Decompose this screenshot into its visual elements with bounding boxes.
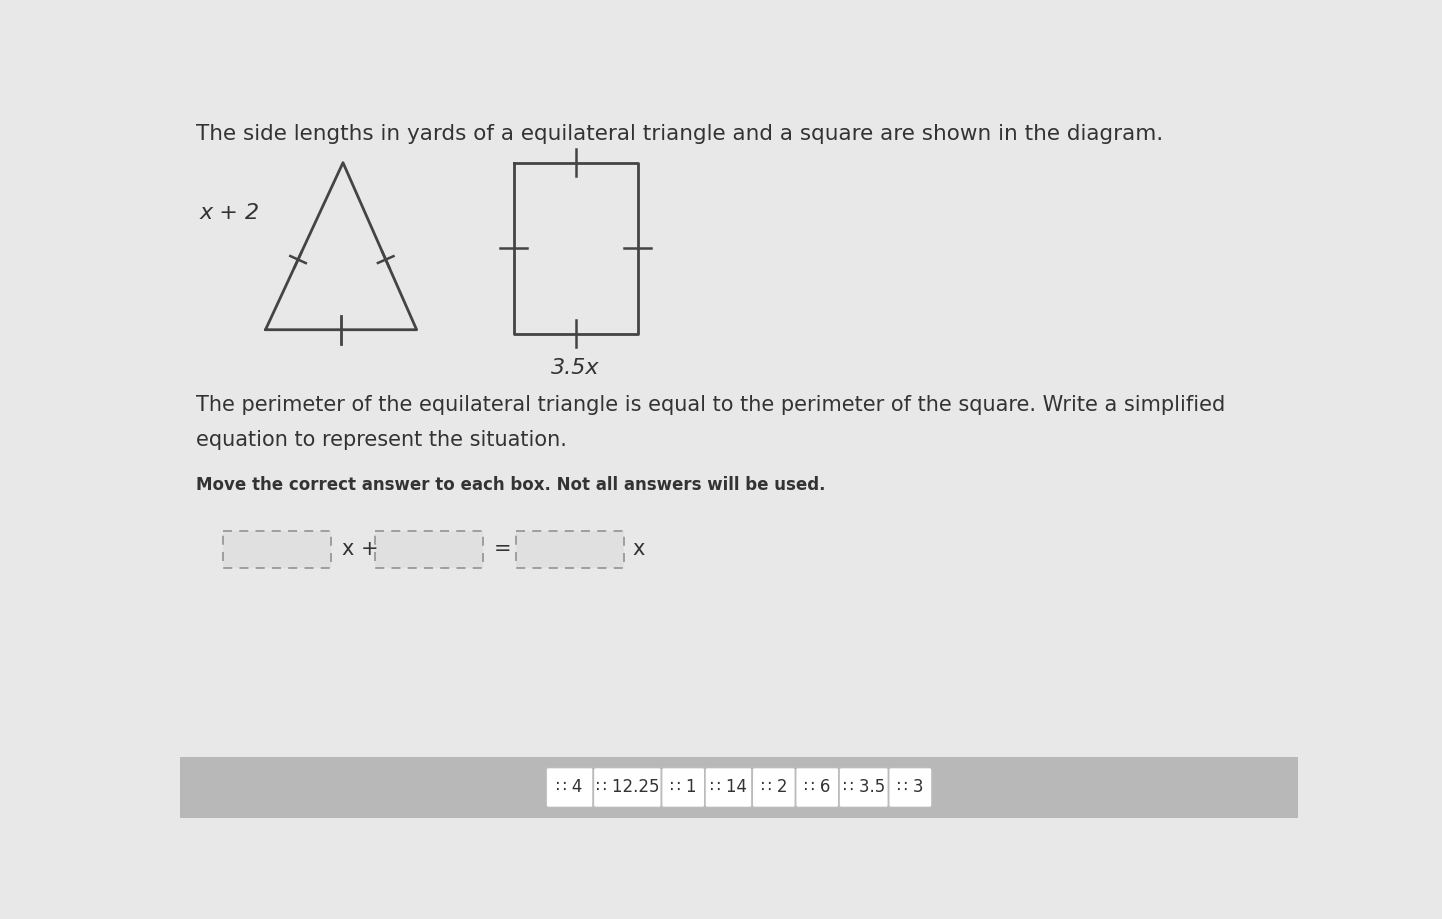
FancyBboxPatch shape: [753, 767, 796, 808]
Text: ∷ 12.25: ∷ 12.25: [596, 778, 659, 797]
Text: The side lengths in yards of a equilateral triangle and a square are shown in th: The side lengths in yards of a equilater…: [196, 124, 1164, 144]
Bar: [180, 757, 1298, 818]
Text: ∷ 2: ∷ 2: [760, 778, 787, 797]
FancyBboxPatch shape: [839, 767, 888, 808]
Text: ∷ 3: ∷ 3: [897, 778, 923, 797]
Text: ∷ 6: ∷ 6: [805, 778, 831, 797]
Text: 3.5x: 3.5x: [551, 358, 600, 379]
Text: The perimeter of the equilateral triangle is equal to the perimeter of the squar: The perimeter of the equilateral triangl…: [196, 395, 1226, 415]
Text: =: =: [495, 539, 512, 559]
FancyBboxPatch shape: [705, 767, 753, 808]
Text: Move the correct answer to each box. Not all answers will be used.: Move the correct answer to each box. Not…: [196, 476, 825, 494]
Text: ∷ 14: ∷ 14: [709, 778, 747, 797]
FancyBboxPatch shape: [796, 767, 839, 808]
FancyBboxPatch shape: [662, 767, 705, 808]
FancyBboxPatch shape: [888, 767, 932, 808]
Text: x: x: [632, 539, 645, 559]
Text: ∷ 1: ∷ 1: [671, 778, 696, 797]
FancyBboxPatch shape: [375, 530, 483, 568]
Text: ∷ 4: ∷ 4: [557, 778, 583, 797]
FancyBboxPatch shape: [516, 530, 624, 568]
Text: x +: x +: [342, 539, 379, 559]
Text: ∷ 3.5: ∷ 3.5: [842, 778, 885, 797]
Text: x + 2: x + 2: [199, 203, 260, 222]
FancyBboxPatch shape: [547, 767, 593, 808]
Text: equation to represent the situation.: equation to represent the situation.: [196, 430, 567, 449]
FancyBboxPatch shape: [224, 530, 332, 568]
FancyBboxPatch shape: [593, 767, 662, 808]
